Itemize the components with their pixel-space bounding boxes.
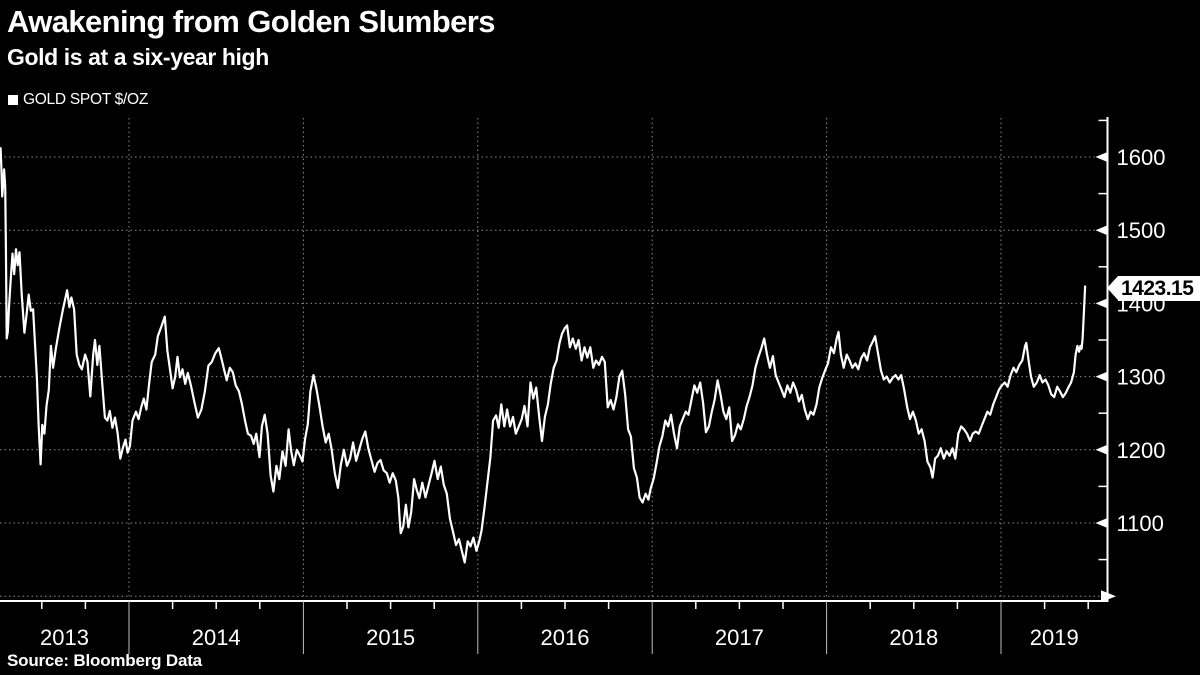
chart-title: Awakening from Golden Slumbers (7, 4, 495, 39)
y-tick-label: 1500 (1117, 218, 1166, 243)
y-major-tick (1095, 444, 1108, 455)
y-major-tick (1095, 518, 1108, 528)
price-line (0, 147, 1087, 564)
year-label: 2016 (541, 625, 590, 650)
year-label: 2017 (715, 625, 764, 650)
year-label: 2014 (192, 625, 241, 650)
legend-swatch-icon (8, 95, 18, 105)
year-label: 2018 (889, 625, 938, 650)
y-major-tick (1095, 371, 1108, 382)
legend-series-label: GOLD SPOT $/OZ (23, 91, 149, 108)
y-tick-label: 1100 (1117, 511, 1164, 536)
year-label: 2013 (40, 625, 89, 650)
y-major-tick (1095, 152, 1108, 162)
y-major-tick (1095, 225, 1108, 236)
last-price-callout: 1423.15 (1107, 276, 1200, 301)
y-tick-label: 1200 (1117, 438, 1166, 463)
source-note: Source: Bloomberg Data (7, 651, 202, 670)
last-price-value: 1423.15 (1121, 276, 1194, 300)
year-label: 2019 (1030, 625, 1079, 650)
legend: GOLD SPOT $/OZ (8, 91, 152, 109)
year-label: 2015 (366, 625, 415, 650)
chart-subtitle: Gold is at a six-year high (7, 44, 269, 70)
y-tick-label: 1600 (1117, 145, 1166, 170)
y-tick-label: 1300 (1117, 365, 1166, 390)
y-major-tick (1095, 298, 1108, 309)
